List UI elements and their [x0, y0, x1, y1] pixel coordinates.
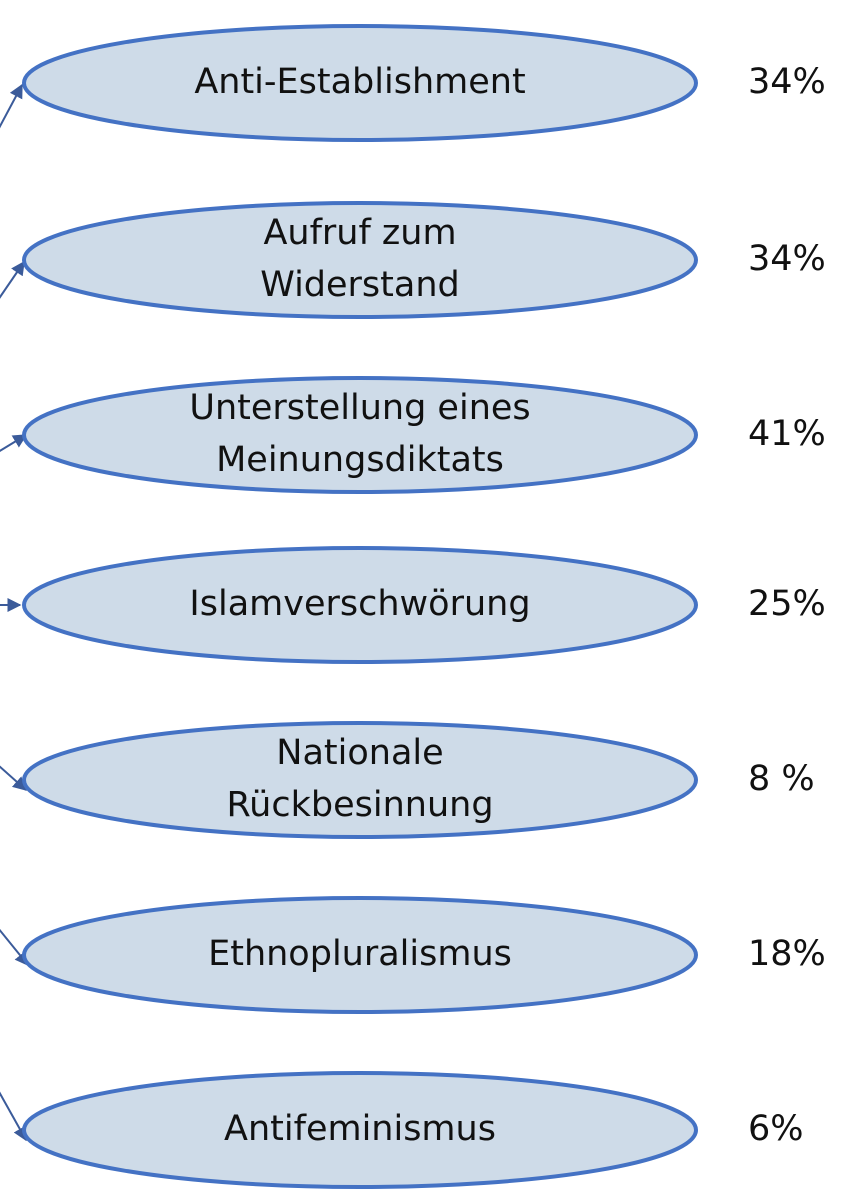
node-label: Aufruf zum	[263, 213, 456, 253]
share-label: 34%	[748, 62, 826, 102]
arrow	[0, 83, 23, 129]
node-label: Anti-Establishment	[194, 62, 525, 102]
category-node	[22, 1071, 698, 1189]
category-node	[22, 376, 698, 494]
category-node	[22, 721, 698, 839]
arrow	[0, 434, 28, 452]
node-label: Islamverschwörung	[189, 584, 530, 624]
arrow	[0, 1091, 27, 1142]
share-label: 34%	[748, 239, 826, 279]
category-node	[22, 546, 698, 664]
arrow	[0, 260, 25, 299]
category-node	[22, 896, 698, 1014]
share-label: 6%	[748, 1109, 804, 1149]
node-label: Rückbesinnung	[226, 785, 493, 825]
category-node	[22, 24, 698, 142]
share-label: 18%	[748, 934, 826, 974]
node-label: Meinungsdiktats	[216, 440, 504, 480]
node-label: Ethnopluralismus	[208, 934, 512, 974]
node-label: Unterstellung eines	[189, 388, 530, 428]
category-node	[22, 201, 698, 319]
node-label: Widerstand	[260, 265, 460, 305]
node-label: Nationale	[276, 733, 443, 773]
arrow	[0, 765, 28, 791]
node-label: Antifeminismus	[224, 1109, 496, 1149]
share-label: 41%	[748, 414, 826, 454]
share-label: 8 %	[748, 759, 815, 799]
share-label: 25%	[748, 584, 826, 624]
